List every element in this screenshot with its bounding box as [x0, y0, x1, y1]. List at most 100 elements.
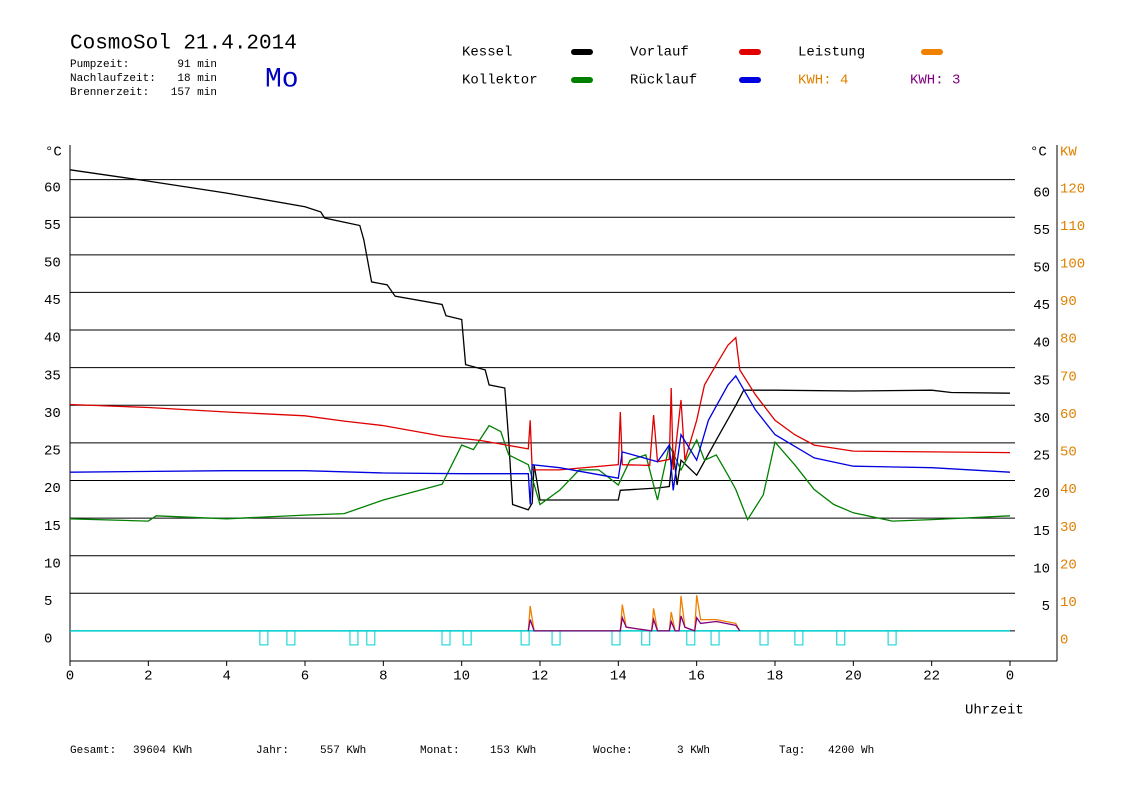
x-tick-label: 0: [1006, 669, 1014, 685]
footer-value: 39604 KWh: [133, 745, 192, 757]
series-line: [527, 595, 741, 632]
y2-tick-label: 120: [1060, 181, 1085, 197]
footer-label: Jahr:: [256, 745, 289, 757]
event-marker: [611, 630, 621, 646]
event-marker: [641, 630, 651, 646]
event-marker: [686, 630, 696, 646]
y2-tick-label: 60: [1060, 407, 1077, 423]
series-line: [69, 169, 1011, 511]
y-tick-label: 35: [44, 368, 61, 384]
y-tick-label: 15: [44, 519, 61, 535]
y-tick-label-right: 55: [1033, 223, 1050, 239]
stat-value: 91 min: [177, 59, 217, 71]
y-tick-label: 30: [44, 406, 61, 422]
legend-label: Kollektor: [462, 73, 538, 89]
y-axis-label: °C: [45, 145, 62, 161]
y-tick-label-right: 60: [1033, 185, 1050, 201]
x-tick-label: 18: [767, 669, 784, 685]
y-tick-label: 5: [44, 594, 52, 610]
event-marker: [551, 630, 561, 646]
kwh-label: KWH: 4: [798, 73, 848, 89]
y2-tick-label: 90: [1060, 294, 1077, 310]
x-tick-label: 22: [923, 669, 940, 685]
x-tick-label: 12: [532, 669, 549, 685]
series-line: [69, 374, 1011, 505]
y-tick-label: 50: [44, 256, 61, 272]
footer-value: 4200 Wh: [828, 745, 874, 757]
footer-value: 3 KWh: [677, 745, 710, 757]
weekday: Mo: [265, 64, 299, 95]
event-marker: [887, 630, 897, 646]
y-tick-label-right: 35: [1033, 373, 1050, 389]
y-tick-label: 60: [44, 180, 61, 196]
footer-value: 153 KWh: [490, 745, 536, 757]
y-tick-label-right: 50: [1033, 261, 1050, 277]
kwh-label: KWH: 3: [910, 73, 960, 89]
y2-tick-label: 110: [1060, 219, 1085, 235]
y-tick-label: 20: [44, 481, 61, 497]
y-tick-label-right: 15: [1033, 524, 1050, 540]
x-tick-label: 2: [144, 669, 152, 685]
series-line: [69, 424, 1011, 522]
y2-tick-label: 0: [1060, 633, 1068, 649]
y-tick-label-right: 45: [1033, 298, 1050, 314]
legend-label: Vorlauf: [630, 45, 689, 61]
stat-label: Brennerzeit:: [70, 87, 149, 99]
x-tick-label: 4: [222, 669, 230, 685]
stat-value: 18 min: [177, 73, 217, 85]
event-marker: [759, 630, 769, 646]
y-tick-label: 45: [44, 293, 61, 309]
legend-label: Kessel: [462, 45, 512, 61]
footer-value: 557 KWh: [320, 745, 366, 757]
x-tick-label: 10: [453, 669, 470, 685]
y2-tick-label: 30: [1060, 520, 1077, 536]
y2-tick-label: 50: [1060, 445, 1077, 461]
event-marker: [794, 630, 804, 646]
event-marker: [349, 630, 359, 646]
y-tick-label-right: 10: [1033, 561, 1050, 577]
series-line: [527, 615, 741, 632]
x-axis-label: Uhrzeit: [965, 703, 1024, 719]
y-tick-label-right: 25: [1033, 449, 1050, 465]
event-marker: [710, 630, 720, 646]
y2-tick-label: 20: [1060, 557, 1077, 573]
event-marker: [366, 630, 376, 646]
x-tick-label: 0: [66, 669, 74, 685]
legend-label: Rücklauf: [630, 73, 697, 89]
y-tick-label: 55: [44, 218, 61, 234]
event-marker: [520, 630, 530, 646]
y-tick-label: 10: [44, 556, 61, 572]
event-marker: [286, 630, 296, 646]
series-line: [69, 336, 1011, 471]
event-marker: [441, 630, 451, 646]
event-marker: [462, 630, 472, 646]
y-tick-label: 40: [44, 331, 61, 347]
y-tick-label-right: 40: [1033, 336, 1050, 352]
y2-tick-label: 100: [1060, 257, 1085, 273]
event-marker: [836, 630, 846, 646]
y2-tick-label: 10: [1060, 595, 1077, 611]
stat-value: 157 min: [171, 87, 217, 99]
y2-axis-label: KW: [1060, 145, 1077, 161]
footer-label: Gesamt:: [70, 745, 116, 757]
footer-label: Woche:: [593, 745, 633, 757]
y2-tick-label: 40: [1060, 482, 1077, 498]
y-tick-label-right: 5: [1042, 599, 1050, 615]
footer-label: Monat:: [420, 745, 460, 757]
footer-label: Tag:: [779, 745, 805, 757]
x-tick-label: 20: [845, 669, 862, 685]
x-tick-label: 16: [688, 669, 705, 685]
stat-label: Nachlaufzeit:: [70, 73, 156, 85]
stat-label: Pumpzeit:: [70, 59, 129, 71]
y-tick-label-right: 20: [1033, 486, 1050, 502]
chart-title: CosmoSol 21.4.2014: [70, 33, 297, 56]
legend-label: Leistung: [798, 45, 865, 61]
y-tick-label-right: 30: [1033, 411, 1050, 427]
x-tick-label: 14: [610, 669, 627, 685]
y2-tick-label: 80: [1060, 332, 1077, 348]
y-axis-label-right: °C: [1030, 145, 1047, 161]
x-tick-label: 6: [301, 669, 309, 685]
y-tick-label: 25: [44, 444, 61, 460]
